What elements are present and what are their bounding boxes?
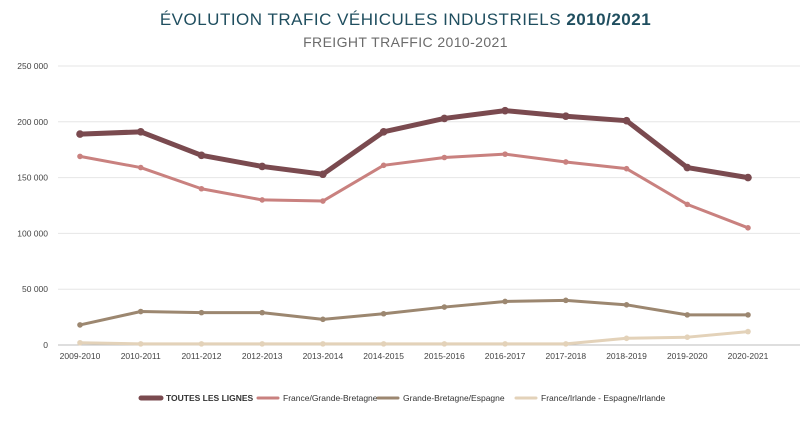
x-tick-label: 2018-2019 bbox=[606, 351, 647, 361]
y-tick-label: 150 000 bbox=[17, 173, 48, 183]
legend-label: France/Irlande - Espagne/Irlande bbox=[541, 393, 666, 403]
data-point bbox=[683, 163, 692, 172]
series-line bbox=[77, 108, 751, 181]
data-point bbox=[563, 297, 569, 304]
x-tick-label: 2015-2016 bbox=[424, 351, 465, 361]
y-tick-label: 50 000 bbox=[22, 284, 48, 294]
data-point bbox=[502, 151, 508, 157]
data-point bbox=[320, 198, 326, 204]
data-point bbox=[259, 341, 265, 347]
chart-title: ÉVOLUTION TRAFIC VÉHICULES INDUSTRIELS 2… bbox=[159, 10, 652, 29]
series-line bbox=[78, 330, 750, 346]
chart-subtitle: FREIGHT TRAFFIC 2010-2021 bbox=[303, 34, 508, 50]
data-point bbox=[441, 304, 448, 310]
data-point bbox=[441, 341, 448, 347]
data-point bbox=[76, 130, 84, 138]
data-point bbox=[198, 185, 205, 192]
data-point bbox=[440, 114, 449, 123]
data-point bbox=[198, 341, 205, 347]
data-point bbox=[198, 309, 205, 316]
x-tick-label: 2016-2017 bbox=[485, 351, 526, 361]
data-point bbox=[379, 128, 388, 136]
x-tick-label: 2020-2021 bbox=[728, 351, 769, 361]
legend-label: TOUTES LES LIGNES bbox=[166, 393, 254, 403]
data-point bbox=[623, 165, 630, 172]
data-point bbox=[745, 328, 751, 335]
data-point bbox=[744, 173, 752, 182]
data-point bbox=[684, 312, 691, 318]
data-point bbox=[258, 162, 266, 171]
x-tick-label: 2011-2012 bbox=[181, 351, 221, 361]
data-point bbox=[562, 112, 570, 121]
data-point bbox=[684, 334, 691, 340]
data-point bbox=[380, 341, 387, 347]
data-point bbox=[380, 162, 387, 169]
data-point bbox=[77, 322, 83, 328]
legend-label: Grande-Bretagne/Espagne bbox=[403, 393, 505, 403]
data-point bbox=[441, 154, 448, 161]
data-point bbox=[563, 159, 569, 165]
x-tick-label: 2017-2018 bbox=[545, 351, 586, 361]
data-point bbox=[137, 164, 144, 171]
series-line bbox=[78, 152, 750, 230]
data-point bbox=[380, 310, 387, 317]
data-point bbox=[320, 341, 326, 347]
data-point bbox=[501, 106, 509, 115]
x-tick-label: 2012-2013 bbox=[242, 351, 283, 361]
data-point bbox=[622, 116, 631, 125]
x-tick-label: 2010-2011 bbox=[121, 351, 161, 361]
data-point bbox=[319, 170, 327, 179]
data-point bbox=[745, 312, 751, 318]
y-tick-label: 250 000 bbox=[17, 61, 48, 71]
y-tick-label: 100 000 bbox=[17, 228, 48, 238]
legend-label: France/Grande-Bretagne bbox=[283, 393, 378, 403]
series-line bbox=[78, 298, 750, 327]
data-point bbox=[259, 309, 265, 316]
data-point bbox=[745, 225, 751, 231]
x-tick-label: 2019-2020 bbox=[667, 351, 708, 361]
data-point bbox=[320, 316, 326, 323]
y-tick-label: 0 bbox=[43, 340, 48, 350]
data-point bbox=[137, 341, 144, 347]
data-point bbox=[502, 341, 508, 347]
data-point bbox=[563, 341, 569, 347]
data-point bbox=[684, 201, 691, 208]
data-point bbox=[197, 151, 206, 160]
data-point bbox=[77, 339, 83, 346]
data-point bbox=[137, 308, 144, 315]
data-point bbox=[502, 298, 508, 305]
data-point bbox=[77, 153, 83, 160]
x-tick-label: 2014-2015 bbox=[363, 351, 404, 361]
data-point bbox=[623, 302, 630, 308]
x-tick-label: 2009-2010 bbox=[60, 351, 101, 361]
data-point bbox=[136, 128, 145, 136]
data-point bbox=[259, 197, 265, 203]
data-point bbox=[623, 335, 630, 342]
y-tick-label: 200 000 bbox=[17, 117, 48, 127]
x-tick-label: 2013-2014 bbox=[303, 351, 344, 361]
